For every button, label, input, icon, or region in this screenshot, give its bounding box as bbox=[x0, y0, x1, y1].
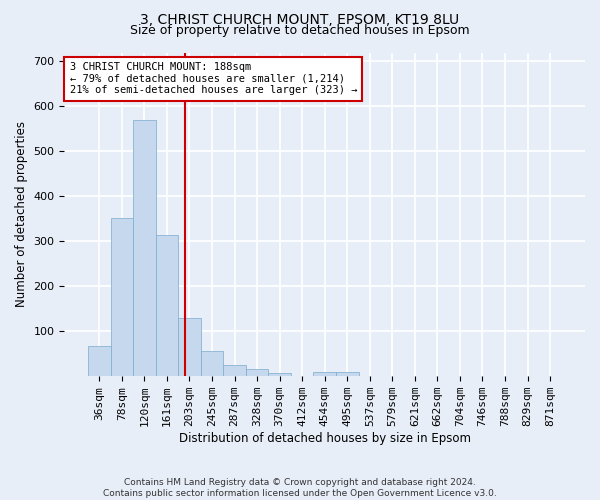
Y-axis label: Number of detached properties: Number of detached properties bbox=[15, 122, 28, 308]
Text: Size of property relative to detached houses in Epsom: Size of property relative to detached ho… bbox=[130, 24, 470, 37]
Bar bbox=[336, 372, 359, 376]
Bar bbox=[201, 350, 223, 376]
Text: 3 CHRIST CHURCH MOUNT: 188sqm
← 79% of detached houses are smaller (1,214)
21% o: 3 CHRIST CHURCH MOUNT: 188sqm ← 79% of d… bbox=[70, 62, 357, 96]
Bar bbox=[313, 372, 336, 376]
Bar bbox=[110, 218, 133, 376]
Bar bbox=[178, 318, 201, 376]
Text: Contains HM Land Registry data © Crown copyright and database right 2024.
Contai: Contains HM Land Registry data © Crown c… bbox=[103, 478, 497, 498]
Text: 3, CHRIST CHURCH MOUNT, EPSOM, KT19 8LU: 3, CHRIST CHURCH MOUNT, EPSOM, KT19 8LU bbox=[140, 12, 460, 26]
Bar bbox=[223, 365, 246, 376]
X-axis label: Distribution of detached houses by size in Epsom: Distribution of detached houses by size … bbox=[179, 432, 471, 445]
Bar bbox=[246, 370, 268, 376]
Bar bbox=[268, 373, 291, 376]
Bar bbox=[133, 120, 155, 376]
Bar bbox=[88, 346, 110, 376]
Bar bbox=[155, 236, 178, 376]
